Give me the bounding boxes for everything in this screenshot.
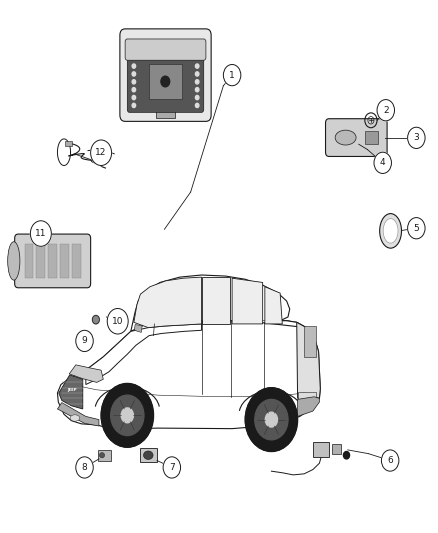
FancyBboxPatch shape	[125, 39, 206, 60]
Circle shape	[132, 64, 136, 68]
Bar	[98, 450, 111, 461]
Text: 7: 7	[169, 463, 175, 472]
Circle shape	[381, 450, 399, 471]
Bar	[365, 131, 378, 144]
Bar	[36, 244, 45, 278]
Polygon shape	[57, 321, 320, 429]
Ellipse shape	[144, 451, 153, 459]
Circle shape	[132, 103, 136, 108]
Circle shape	[92, 316, 99, 324]
Circle shape	[365, 113, 377, 128]
Bar	[48, 244, 57, 278]
Bar	[65, 141, 72, 147]
Text: 6: 6	[387, 456, 393, 465]
Circle shape	[132, 72, 136, 76]
Circle shape	[255, 399, 288, 440]
Polygon shape	[59, 375, 83, 409]
Bar	[313, 442, 329, 457]
Bar	[304, 326, 316, 357]
Circle shape	[343, 451, 350, 459]
FancyBboxPatch shape	[120, 29, 211, 122]
Text: 9: 9	[81, 336, 88, 345]
Text: 4: 4	[380, 158, 385, 167]
Polygon shape	[131, 275, 306, 332]
Circle shape	[132, 80, 136, 84]
Text: 11: 11	[35, 229, 46, 238]
Polygon shape	[134, 325, 142, 333]
Polygon shape	[265, 287, 283, 324]
Circle shape	[408, 127, 425, 149]
Text: JEEP: JEEP	[67, 389, 77, 392]
Circle shape	[195, 80, 199, 84]
Polygon shape	[134, 277, 201, 328]
Circle shape	[161, 76, 170, 87]
Text: 1: 1	[229, 70, 235, 79]
Polygon shape	[297, 397, 319, 416]
Ellipse shape	[99, 453, 105, 458]
Circle shape	[91, 140, 112, 165]
Text: 5: 5	[413, 224, 419, 233]
Text: 10: 10	[112, 317, 124, 326]
Circle shape	[195, 103, 199, 108]
FancyBboxPatch shape	[325, 119, 387, 157]
Text: 3: 3	[413, 133, 419, 142]
Ellipse shape	[8, 241, 20, 280]
Text: 8: 8	[81, 463, 88, 472]
Circle shape	[408, 217, 425, 239]
Circle shape	[265, 412, 278, 427]
Circle shape	[107, 309, 128, 334]
Circle shape	[374, 152, 392, 173]
Circle shape	[132, 95, 136, 100]
Circle shape	[163, 457, 180, 478]
Polygon shape	[57, 402, 99, 426]
Bar	[25, 244, 33, 278]
Ellipse shape	[335, 130, 356, 145]
Bar	[332, 444, 341, 454]
Ellipse shape	[383, 219, 398, 243]
Circle shape	[132, 87, 136, 92]
Circle shape	[76, 330, 93, 352]
Polygon shape	[69, 365, 103, 382]
Text: 2: 2	[383, 106, 389, 115]
Ellipse shape	[70, 415, 80, 421]
Ellipse shape	[380, 214, 402, 248]
Circle shape	[245, 387, 297, 451]
Bar	[60, 244, 69, 278]
Bar	[149, 64, 182, 99]
Polygon shape	[297, 322, 320, 398]
Circle shape	[195, 64, 199, 68]
Polygon shape	[201, 277, 230, 324]
Circle shape	[101, 383, 153, 447]
Circle shape	[111, 395, 144, 435]
Circle shape	[195, 95, 199, 100]
Polygon shape	[86, 324, 201, 384]
Circle shape	[195, 87, 199, 92]
Bar	[140, 448, 157, 462]
Circle shape	[83, 334, 92, 345]
FancyBboxPatch shape	[14, 234, 91, 288]
Circle shape	[195, 72, 199, 76]
Circle shape	[121, 408, 134, 423]
Circle shape	[377, 100, 395, 121]
FancyBboxPatch shape	[127, 49, 204, 112]
Circle shape	[223, 64, 241, 86]
Bar	[297, 392, 316, 402]
Polygon shape	[232, 278, 263, 324]
Circle shape	[30, 221, 51, 246]
Bar	[155, 107, 175, 118]
Circle shape	[76, 457, 93, 478]
Bar	[72, 244, 81, 278]
Text: 12: 12	[95, 148, 107, 157]
